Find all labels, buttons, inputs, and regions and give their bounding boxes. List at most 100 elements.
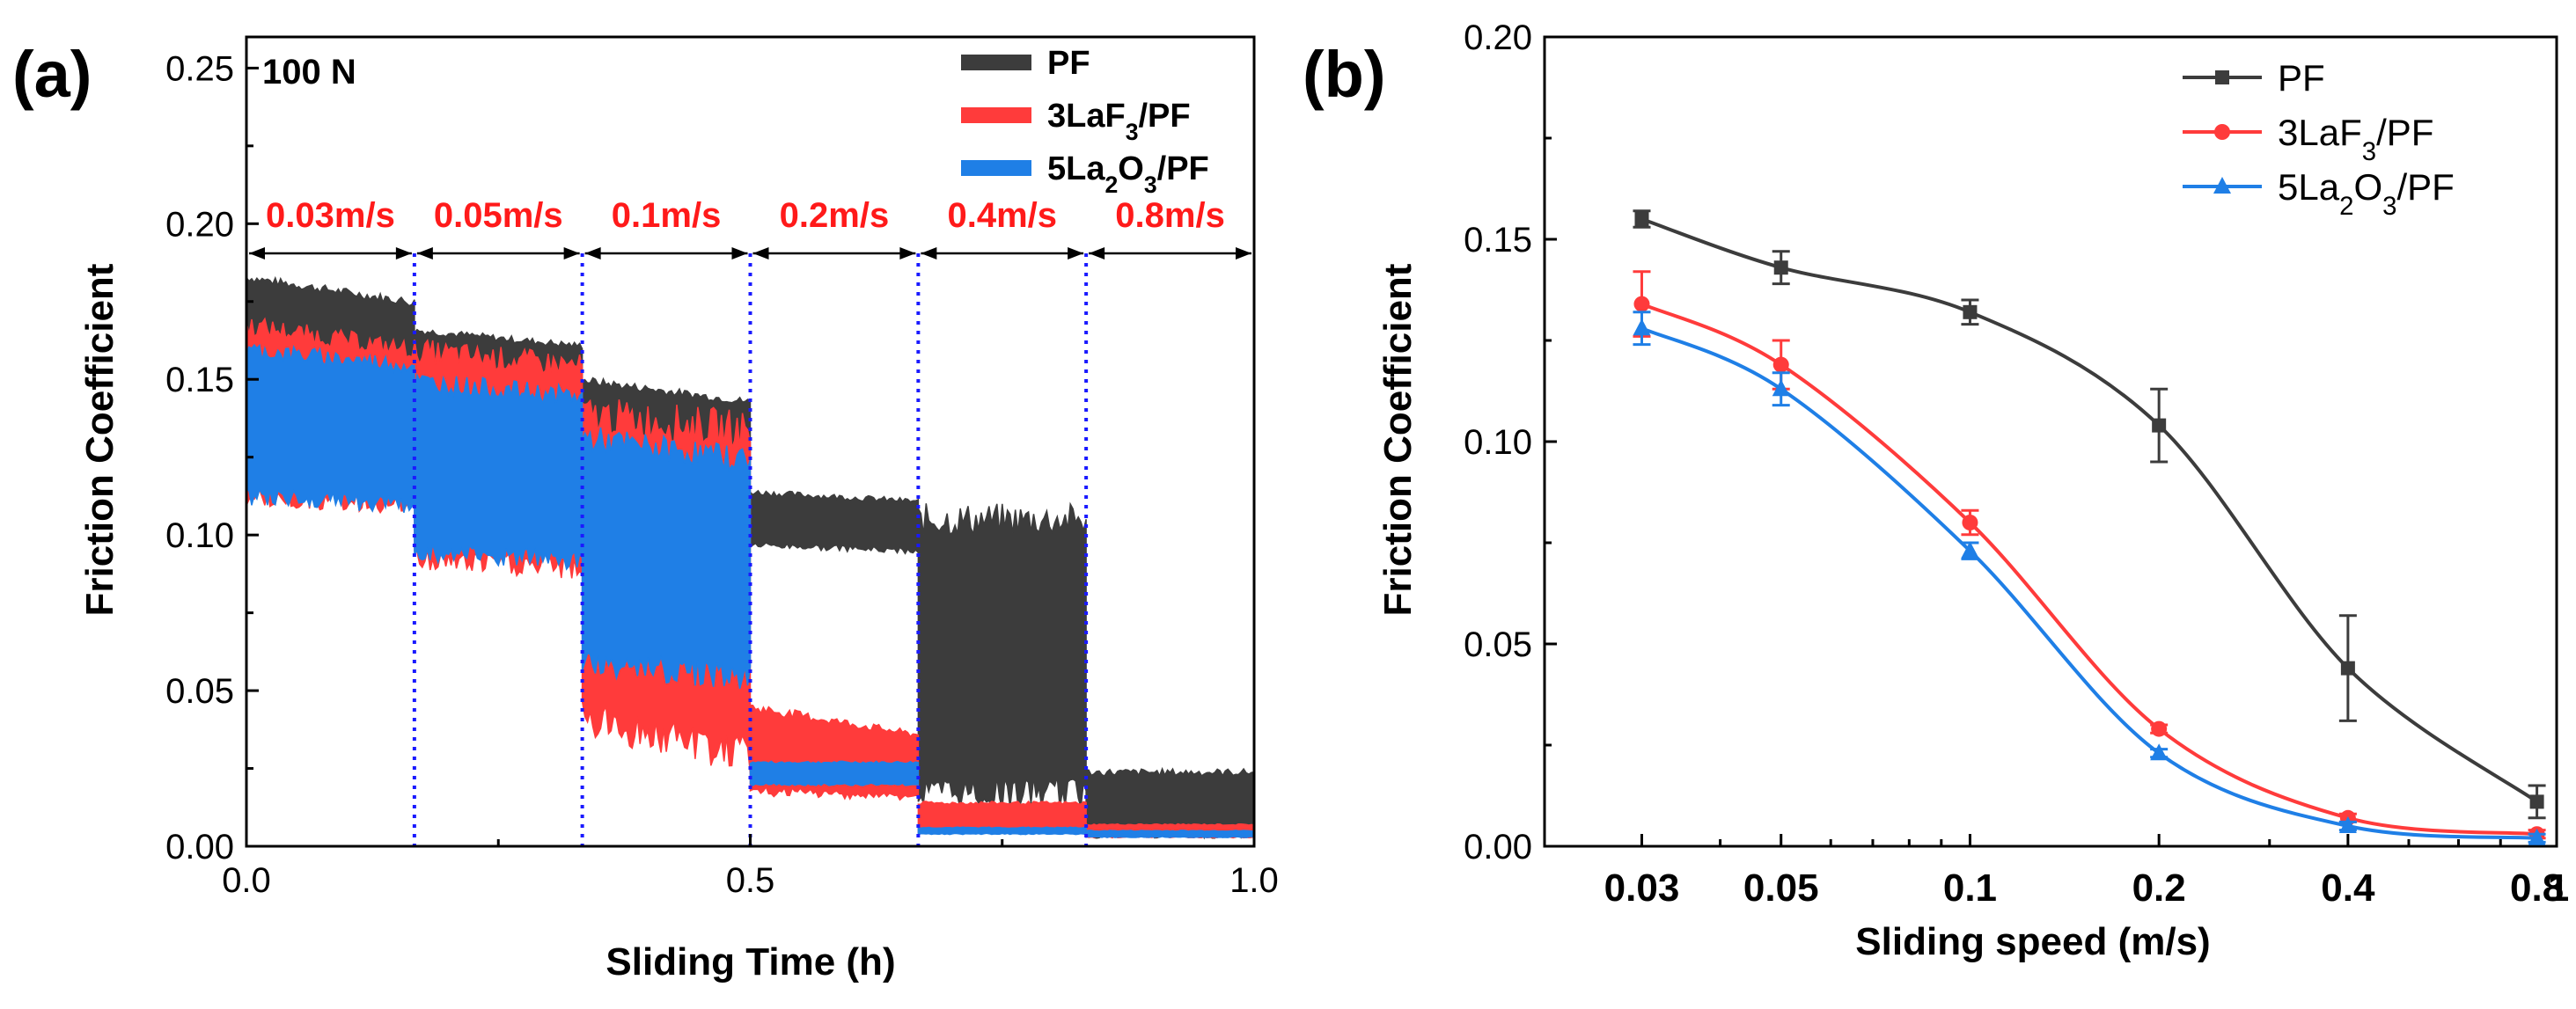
x-tick-label: 0.4 bbox=[2321, 866, 2375, 910]
segment-label-4: 0.4m/s bbox=[947, 196, 1057, 235]
chart-b-axes: 0.00 0.05 0.10 0.15 0.20 0.03 0.05 0.1 0.2 0.4 0.8… bbox=[1464, 18, 2569, 910]
chart-b-frame bbox=[1543, 35, 2558, 848]
legend-text-part: 3LaF bbox=[2278, 112, 2362, 153]
data-point-PF-3 bbox=[2152, 418, 2167, 433]
data-point-5La2O3/PF-4 bbox=[2338, 816, 2357, 833]
y-tick-label: 0.10 bbox=[165, 516, 234, 555]
data-point-PF-5 bbox=[2529, 794, 2544, 809]
legend-text-part: /PF bbox=[1139, 98, 1191, 135]
legend-subscript: 3 bbox=[1126, 119, 1139, 145]
x-tick-label: 0.8 bbox=[2510, 866, 2564, 910]
legend-label-PF: PF bbox=[2278, 57, 2325, 99]
x-tick-label: 0.5 bbox=[726, 861, 775, 900]
legend-subscript: 3 bbox=[2362, 137, 2376, 166]
series-PF bbox=[1633, 209, 2546, 820]
chart-b-x-axis-label: Sliding speed (m/s) bbox=[1855, 920, 2210, 963]
legend-text-part: PF bbox=[1047, 45, 1090, 82]
arrow-head-right bbox=[563, 247, 580, 260]
legend-text-part: 3LaF bbox=[1047, 98, 1126, 135]
x-tick-label: 0.1 bbox=[1943, 866, 1997, 910]
x-tick-label: 0.03 bbox=[1604, 866, 1680, 910]
panel-label-b: (b) bbox=[1303, 38, 1386, 111]
legend-swatch-PF bbox=[961, 55, 1031, 70]
legend-subscript: 2 bbox=[2339, 192, 2353, 221]
chart-b: 0.00 0.05 0.10 0.15 0.20 0.03 0.05 0.1 0.2 0.4 0.8… bbox=[1376, 18, 2569, 963]
x-tick-label: 0.05 bbox=[1743, 866, 1819, 910]
legend-subscript: 3 bbox=[1144, 172, 1157, 198]
arrow-head-left bbox=[752, 247, 769, 260]
load-annotation: 100 N bbox=[262, 53, 356, 91]
data-point-PF-0 bbox=[1634, 212, 1649, 226]
y-tick-label: 0.10 bbox=[1464, 423, 1532, 462]
legend-text-part: /PF bbox=[1157, 150, 1209, 187]
series-5La2O3/PF bbox=[246, 343, 1255, 838]
chart-a-bands bbox=[246, 275, 1255, 840]
band-5La2O3/PF-3 bbox=[749, 760, 920, 786]
band-PF-4 bbox=[917, 501, 1087, 810]
series-5La2O3/PF bbox=[1633, 311, 2546, 845]
arrow-head-right bbox=[731, 247, 748, 260]
data-point-5La2O3/PF-5 bbox=[2528, 828, 2546, 845]
series-line-PF bbox=[1640, 217, 2538, 804]
x-tick-label: 0.2 bbox=[2132, 866, 2186, 910]
band-5La2O3/PF-1 bbox=[414, 373, 583, 571]
legend-marker-5La2O3/PF bbox=[2213, 177, 2231, 194]
chart-b-y-axis-label: Friction Coefficient bbox=[1376, 263, 1420, 616]
x-tick-label-extra: 1 bbox=[2548, 866, 2569, 910]
band-5La2O3/PF-5 bbox=[1085, 830, 1255, 838]
chart-a-x-axis-label: Sliding Time (h) bbox=[605, 940, 895, 983]
chart-a-segment-labels: 0.03m/s 0.05m/s 0.1m/s 0.2m/s 0.4m/s 0.8m/s bbox=[266, 196, 1225, 235]
y-tick-label: 0.00 bbox=[1464, 828, 1532, 866]
chart-a-segment-arrows bbox=[249, 247, 1251, 260]
data-point-5La2O3/PF-0 bbox=[1633, 318, 1651, 336]
x-tick-label: 1.0 bbox=[1229, 861, 1279, 900]
x-tick-label: 0.0 bbox=[222, 861, 271, 900]
arrow-head-left bbox=[584, 247, 601, 260]
chart-a: 0.03m/s 0.05m/s 0.1m/s 0.2m/s 0.4m/s 0.8m/s 0… bbox=[78, 35, 1279, 983]
y-tick-label: 0.05 bbox=[1464, 625, 1532, 664]
arrow-head-right bbox=[395, 247, 412, 260]
legend-label-PF: PF bbox=[1047, 45, 1090, 82]
segment-label-5: 0.8m/s bbox=[1115, 196, 1225, 235]
chart-b-series bbox=[1633, 209, 2546, 845]
legend-text-part: O bbox=[2353, 166, 2382, 208]
band-5La2O3/PF-0 bbox=[246, 343, 415, 513]
band-PF-3 bbox=[749, 489, 920, 555]
y-tick-label: 0.20 bbox=[165, 205, 234, 244]
data-point-3LaF3/PF-0 bbox=[1633, 296, 1650, 312]
data-point-3LaF3/PF-1 bbox=[1772, 356, 1789, 373]
panel-label-a: (a) bbox=[12, 38, 92, 111]
legend-text-part: 5La bbox=[1047, 150, 1105, 187]
legend-text-part: 5La bbox=[2278, 166, 2340, 208]
segment-label-2: 0.1m/s bbox=[612, 196, 722, 235]
series-line-3LaF3/PF bbox=[1640, 302, 2537, 837]
legend-text-part: /PF bbox=[2376, 112, 2433, 153]
legend-label-5La2O3/PF: 5La2O3/PF bbox=[2278, 166, 2455, 221]
data-point-5La2O3/PF-2 bbox=[1961, 541, 1979, 559]
band-3LaF3/PF-3 bbox=[749, 704, 920, 801]
chart-a-axes: 0.00 0.05 0.10 0.15 0.20 0.25 0.0 0.5 1.0 bbox=[165, 35, 1279, 900]
arrow-head-right bbox=[899, 247, 916, 260]
legend-marker-PF bbox=[2215, 70, 2229, 84]
arrow-head-right bbox=[1068, 247, 1084, 260]
legend-text-part: PF bbox=[2278, 57, 2325, 99]
legend-subscript: 2 bbox=[1105, 172, 1118, 198]
arrow-head-left bbox=[921, 247, 937, 260]
legend-swatch-3LaF3/PF bbox=[961, 107, 1031, 123]
legend-label-5La2O3/PF: 5La2O3/PF bbox=[1047, 150, 1209, 198]
segment-label-0: 0.03m/s bbox=[266, 196, 395, 235]
legend-label-3LaF3/PF: 3LaF3/PF bbox=[1047, 98, 1191, 145]
arrow-head-left bbox=[1089, 247, 1105, 260]
legend-swatch-5La2O3/PF bbox=[961, 160, 1031, 176]
segment-label-3: 0.2m/s bbox=[780, 196, 890, 235]
data-point-3LaF3/PF-3 bbox=[2151, 720, 2168, 737]
series-3LaF3/PF bbox=[1633, 270, 2546, 843]
data-point-5La2O3/PF-1 bbox=[1772, 379, 1790, 397]
data-point-5La2O3/PF-3 bbox=[2150, 743, 2169, 761]
arrow-head-left bbox=[416, 247, 433, 260]
segment-label-1: 0.05m/s bbox=[434, 196, 563, 235]
data-point-PF-4 bbox=[2340, 661, 2355, 676]
legend-subscript: 3 bbox=[2382, 192, 2396, 221]
